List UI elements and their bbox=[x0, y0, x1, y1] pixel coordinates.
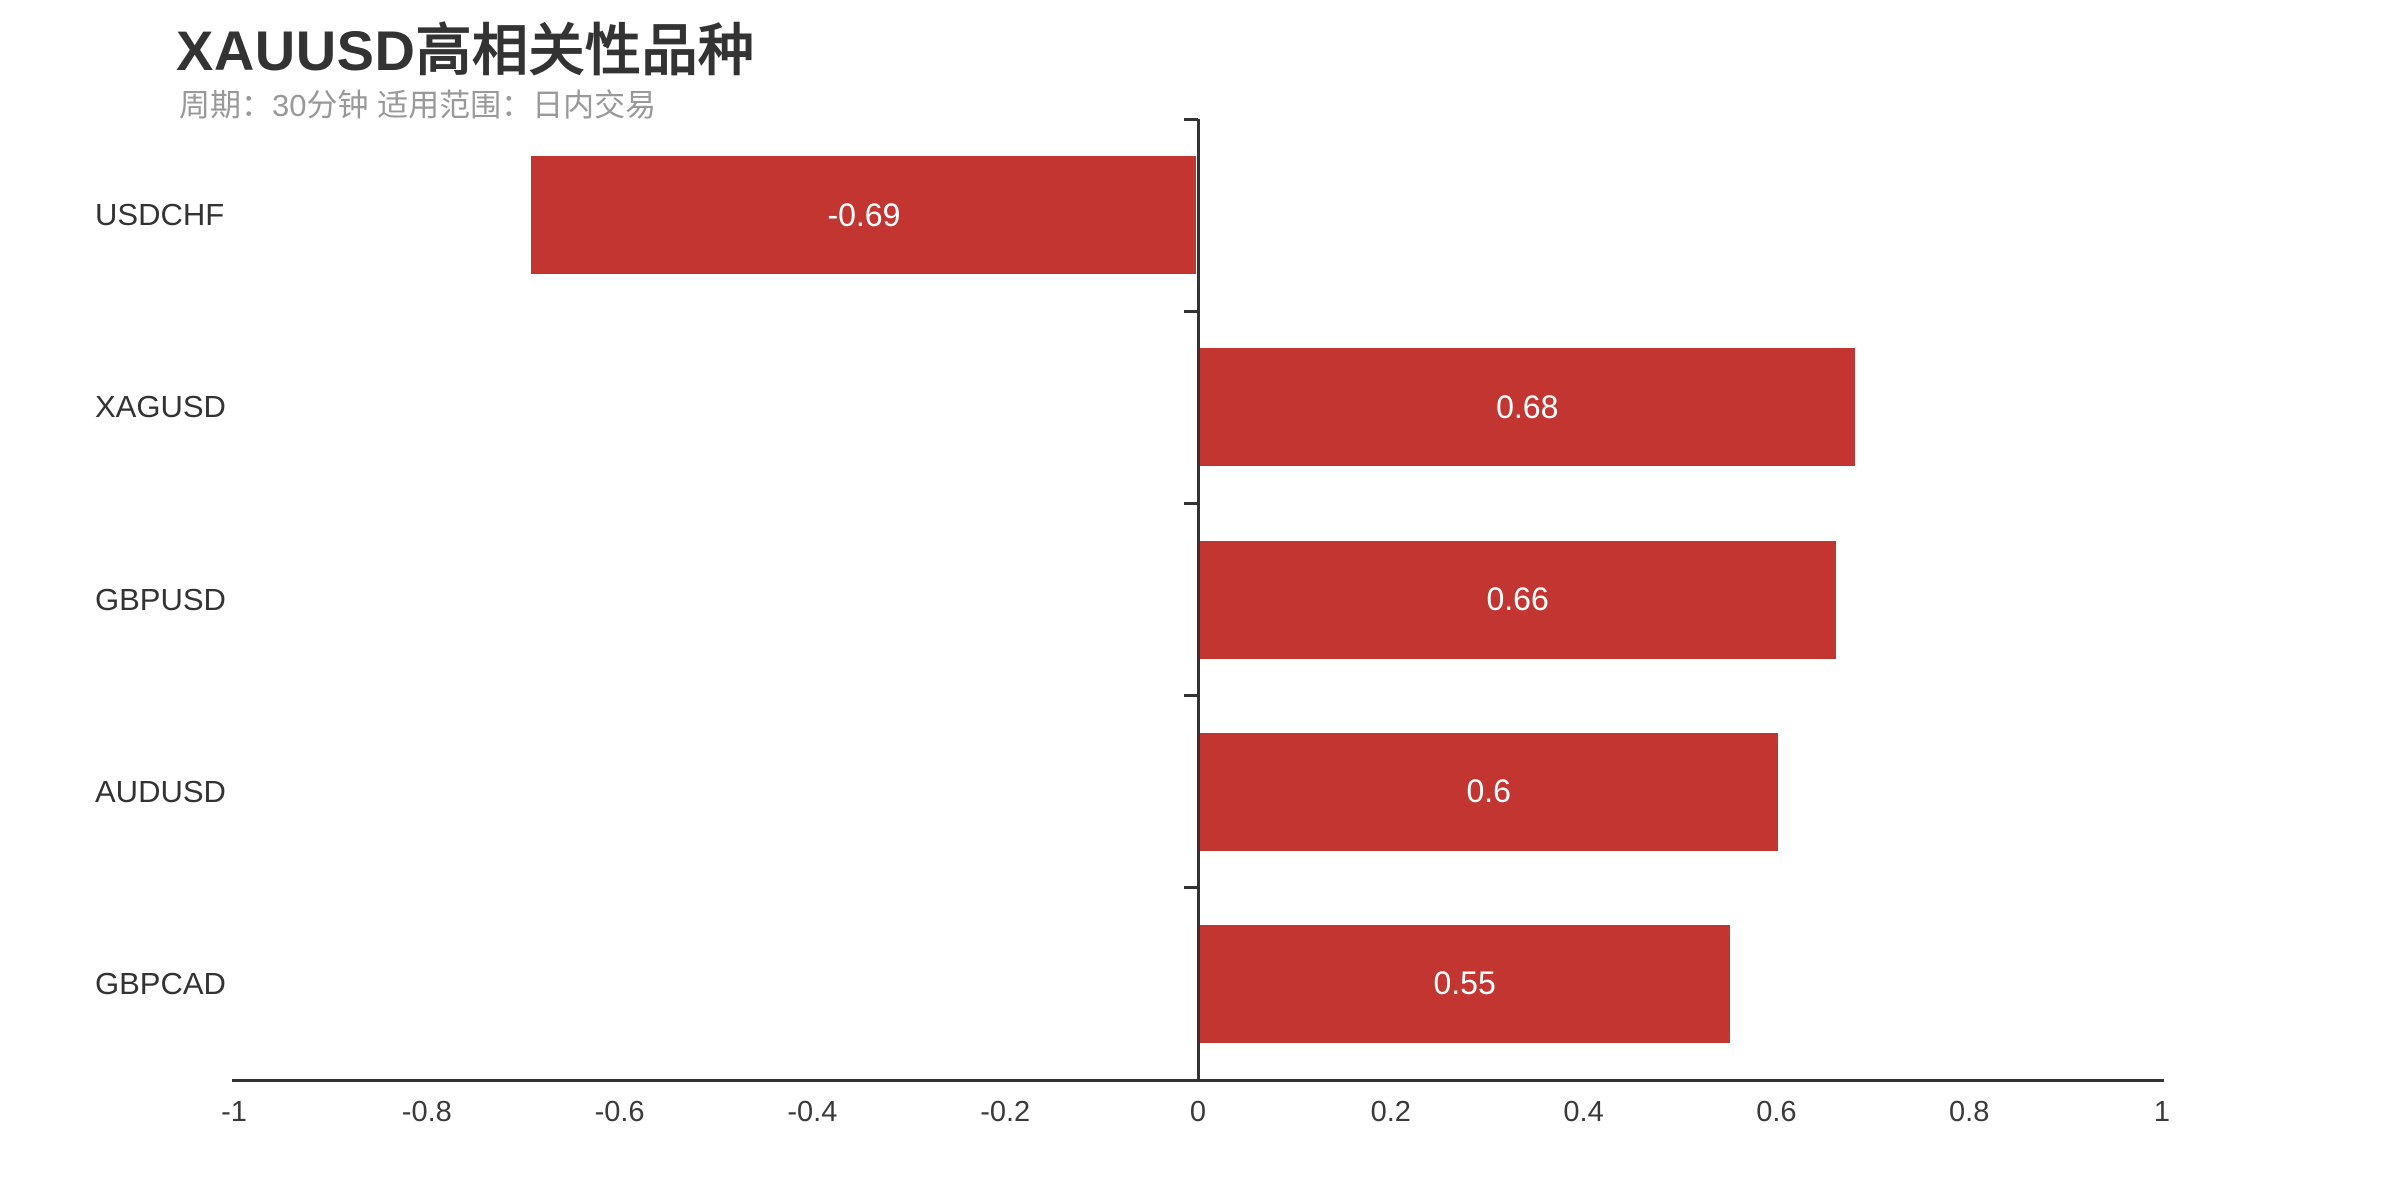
x-tick-label: -0.8 bbox=[401, 1096, 452, 1128]
x-tick-label: 0.4 bbox=[1563, 1096, 1604, 1128]
bar: 0.6 bbox=[1199, 732, 1778, 851]
x-tick-label: 0.8 bbox=[1949, 1096, 1990, 1128]
x-tick-label: -0.2 bbox=[980, 1096, 1031, 1128]
x-tick-label: 0 bbox=[1189, 1096, 1207, 1128]
bar: 0.55 bbox=[1199, 924, 1730, 1043]
bar-value-label: 0.68 bbox=[1496, 388, 1559, 425]
x-tick-label: -1 bbox=[221, 1096, 247, 1128]
category-label: GBPCAD bbox=[95, 965, 226, 1001]
bar-value-label: 0.55 bbox=[1433, 965, 1496, 1002]
x-tick-label: 0.6 bbox=[1756, 1096, 1797, 1128]
chart-title: XAUUSD高相关性品种 bbox=[176, 19, 755, 82]
category-axis-tick bbox=[1184, 694, 1198, 698]
category-label: XAGUSD bbox=[95, 389, 226, 425]
x-tick-label: -0.4 bbox=[787, 1096, 838, 1128]
bar: 0.66 bbox=[1199, 540, 1836, 659]
category-label: USDCHF bbox=[95, 197, 225, 233]
x-tick-label: 0.2 bbox=[1370, 1096, 1411, 1128]
chart-subtitle: 周期：30分钟 适用范围：日内交易 bbox=[179, 88, 657, 123]
x-tick-label: -0.6 bbox=[594, 1096, 645, 1128]
bar: -0.69 bbox=[531, 156, 1197, 275]
category-label: GBPUSD bbox=[95, 581, 226, 617]
x-tick-label: 1 bbox=[2153, 1096, 2171, 1128]
bar-value-label: 0.66 bbox=[1486, 581, 1549, 617]
bar: 0.68 bbox=[1199, 348, 1856, 467]
category-axis-tick bbox=[1184, 117, 1198, 121]
category-axis-tick bbox=[1184, 501, 1198, 505]
category-axis-tick bbox=[1184, 886, 1198, 890]
category-axis-tick bbox=[1184, 309, 1198, 313]
x-axis-line bbox=[232, 1078, 2164, 1082]
zero-axis-line bbox=[1196, 119, 1200, 1080]
category-label: AUDUSD bbox=[95, 773, 226, 809]
bar-value-label: -0.69 bbox=[827, 196, 901, 233]
bar-value-label: 0.6 bbox=[1466, 773, 1511, 810]
